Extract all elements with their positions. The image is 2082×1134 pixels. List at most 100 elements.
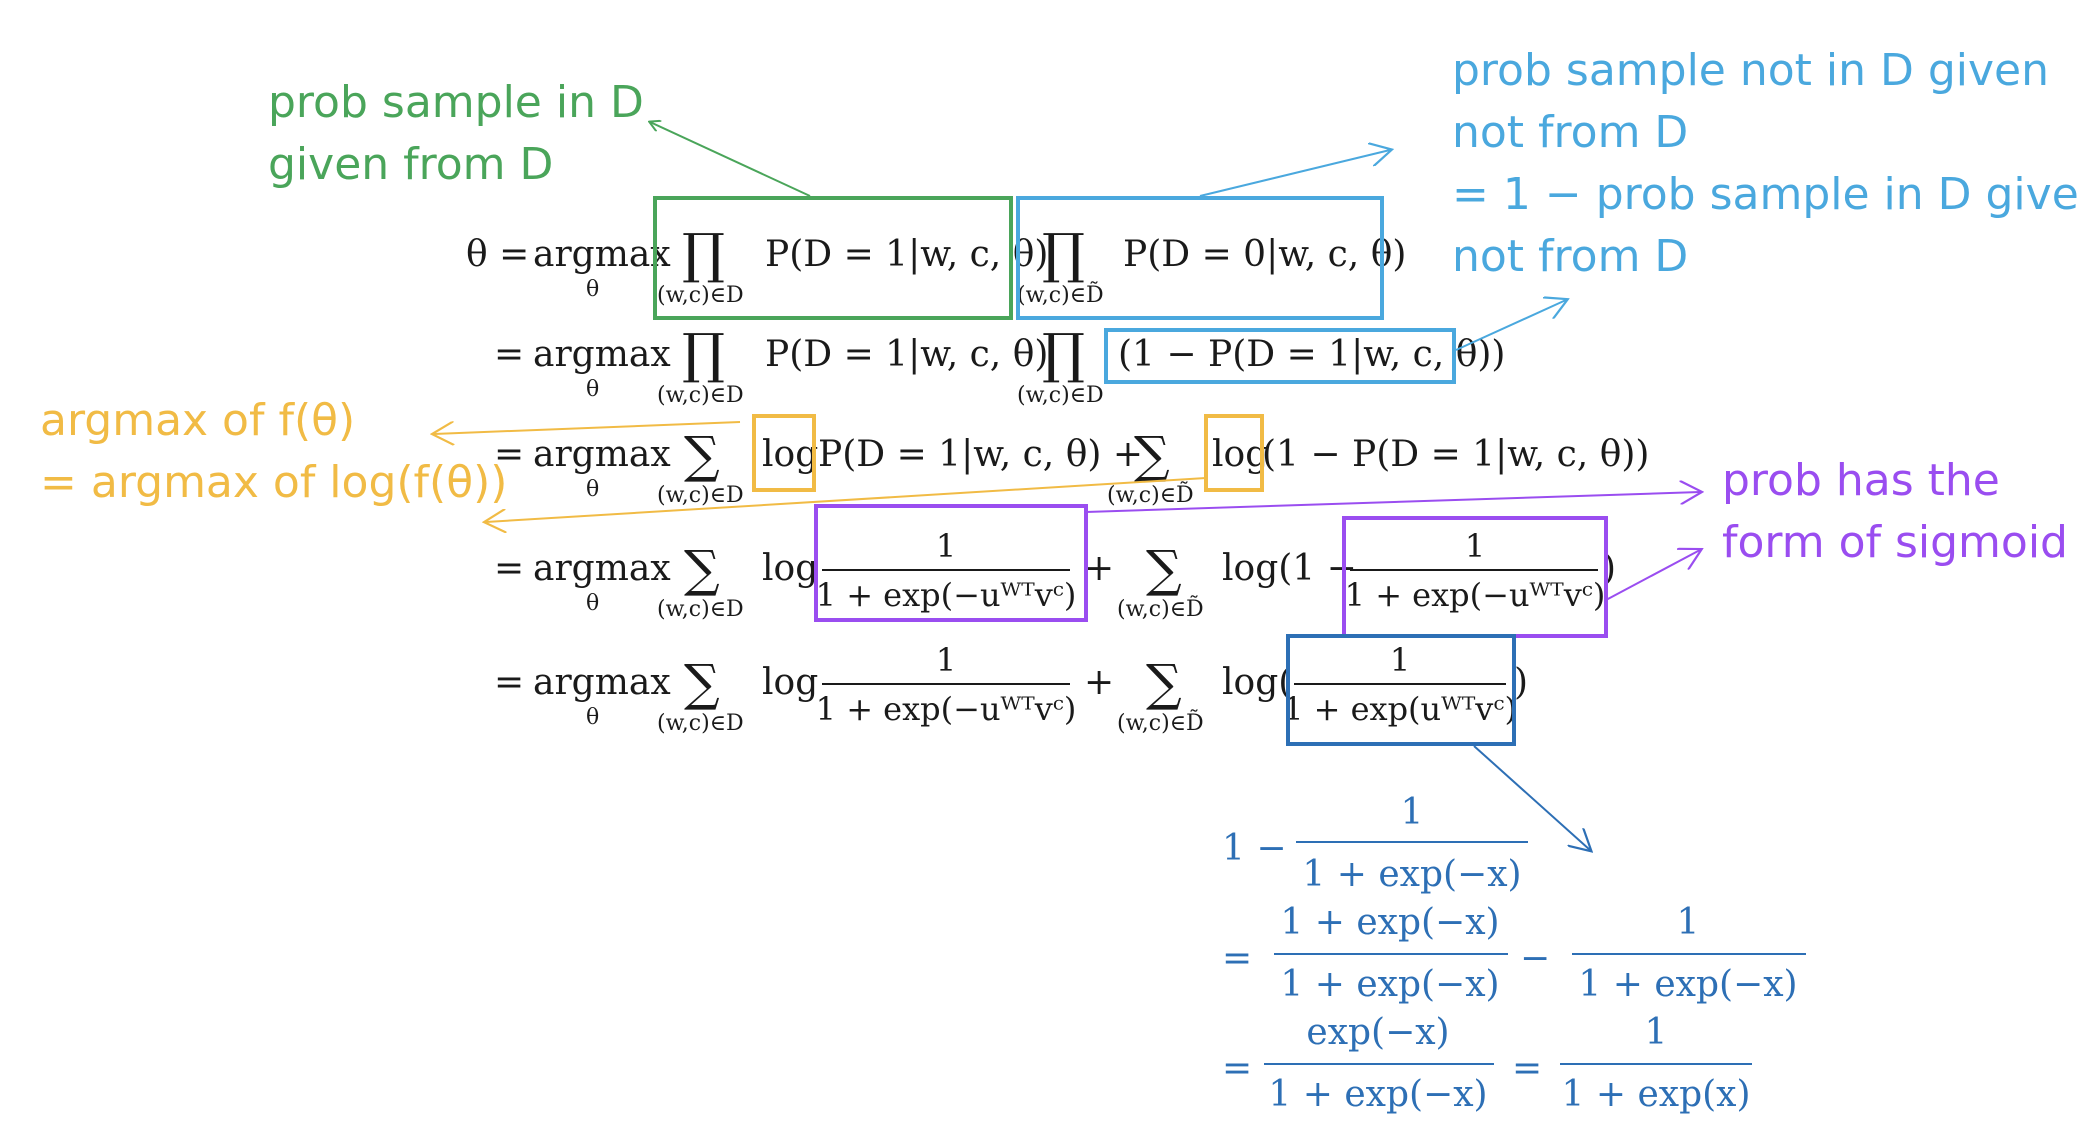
fraction-denominator: 1 + exp(−uᵂᵀvᶜ) bbox=[816, 690, 1077, 728]
sum-subscript: (w,c)∈D bbox=[657, 597, 744, 622]
row1-term2: P(D = 0|w, c, θ) bbox=[1123, 234, 1406, 275]
annotation-orange: argmax of f(θ) = argmax of log(f(θ)) bbox=[40, 390, 507, 514]
fraction-denominator: 1 + exp(uᵂᵀvᶜ) bbox=[1283, 690, 1517, 728]
row2-term2: (1 − P(D = 1|w, c, θ)) bbox=[1118, 334, 1505, 375]
derivation-equals: = bbox=[1512, 1048, 1542, 1089]
sum-symbol: ∑ bbox=[684, 426, 720, 484]
close-paren: ) bbox=[1514, 662, 1528, 703]
equation-row-3: = argmax θ ∑ (w,c)∈D log P(D = 1|w, c, θ… bbox=[494, 426, 1649, 508]
argmax-operator: argmax bbox=[533, 548, 671, 589]
annotation-purple-line-1: prob has the bbox=[1722, 455, 2000, 506]
derivation-denominator: 1 + exp(x) bbox=[1562, 1074, 1751, 1115]
green-arrow bbox=[650, 122, 811, 197]
equals-sign: = bbox=[494, 334, 524, 375]
equation-row-1: θ = argmax θ ∏ (w,c)∈D P(D = 1|w, c, θ) … bbox=[466, 222, 1406, 308]
derivation-denominator: 1 + exp(−x) bbox=[1268, 1074, 1487, 1115]
annotation-green-line-2: given from D bbox=[268, 139, 554, 190]
equals-sign: = bbox=[494, 434, 524, 475]
product-subscript: (w,c)∈D bbox=[657, 283, 744, 308]
annotation-purple: prob has the form of sigmoid bbox=[1722, 450, 2068, 574]
equation-row-5: = argmax θ ∑ (w,c)∈D log 1 1 + exp(−uᵂᵀv… bbox=[494, 641, 1528, 736]
row3-term2: (1 − P(D = 1|w, c, θ)) bbox=[1262, 434, 1649, 475]
sigmoid-derivation: 1 − 1 1 + exp(−x) = 1 + exp(−x) 1 + exp(… bbox=[1222, 792, 1806, 1115]
orange-highlight-box bbox=[1204, 414, 1264, 492]
log-term: log bbox=[762, 434, 818, 475]
theta-equals: θ = bbox=[466, 234, 529, 275]
sum-subscript: (w,c)∈D̃ bbox=[1107, 482, 1194, 508]
blue-highlight-box bbox=[1016, 196, 1384, 320]
sum-symbol: ∑ bbox=[684, 654, 720, 712]
derivation-numerator: 1 bbox=[1401, 792, 1424, 833]
argmax-operator: argmax bbox=[533, 434, 671, 475]
row2-term1: P(D = 1|w, c, θ) bbox=[765, 334, 1048, 375]
annotation-blue-line-1: prob sample not in D given bbox=[1452, 45, 2050, 96]
derivation-one-minus: 1 − bbox=[1222, 828, 1287, 869]
fraction-denominator: 1 + exp(−uᵂᵀvᶜ) bbox=[1345, 576, 1606, 614]
sum-subscript: (w,c)∈D̃ bbox=[1117, 710, 1204, 736]
sum-symbol: ∑ bbox=[1134, 426, 1170, 484]
sum-symbol: ∑ bbox=[1146, 654, 1182, 712]
argmax-operator: argmax bbox=[533, 234, 671, 275]
dark-blue-highlight-box bbox=[1286, 634, 1516, 746]
product-subscript: (w,c)∈D bbox=[657, 383, 744, 408]
sum-symbol: ∑ bbox=[1146, 540, 1182, 598]
log-term: log bbox=[1212, 434, 1268, 475]
row1-term1: P(D = 1|w, c, θ) bbox=[765, 234, 1048, 275]
sum-subscript: (w,c)∈D bbox=[657, 483, 744, 508]
sum-subscript: (w,c)∈D̃ bbox=[1117, 596, 1204, 622]
purple-arrow bbox=[1085, 492, 1700, 513]
annotation-blue-line-3: = 1 − prob sample in D given bbox=[1452, 169, 2082, 220]
green-highlight-box bbox=[653, 196, 1013, 320]
row3-term1: P(D = 1|w, c, θ) + bbox=[818, 434, 1143, 475]
log-term: log bbox=[762, 548, 818, 589]
annotation-orange-line-1: argmax of f(θ) bbox=[40, 395, 356, 446]
derivation-numerator: exp(−x) bbox=[1306, 1012, 1449, 1053]
argmax-operator: argmax bbox=[533, 334, 671, 375]
fraction-numerator: 1 bbox=[936, 641, 956, 679]
blue-arrow bbox=[1199, 150, 1390, 197]
product-symbol: ∏ bbox=[1042, 222, 1085, 285]
fraction-numerator: 1 bbox=[1465, 527, 1485, 565]
derivation-denominator: 1 + exp(−x) bbox=[1578, 964, 1797, 1005]
annotation-blue-line-2: not from D bbox=[1452, 107, 1689, 158]
equation-row-4: = argmax θ ∑ (w,c)∈D log 1 1 + exp(−uᵂᵀv… bbox=[494, 527, 1616, 622]
argmax-subscript: θ bbox=[586, 277, 599, 302]
orange-highlight-box bbox=[752, 414, 816, 492]
log-term: log bbox=[762, 662, 818, 703]
argmax-subscript: θ bbox=[586, 705, 599, 730]
derivation-denominator: 1 + exp(−x) bbox=[1302, 854, 1521, 895]
annotation-green: prob sample in D given from D bbox=[268, 72, 644, 196]
product-subscript: (w,c)∈D̃ bbox=[1017, 282, 1104, 308]
derivation-minus: − bbox=[1520, 938, 1550, 979]
purple-arrow bbox=[1605, 550, 1700, 601]
annotation-green-line-1: prob sample in D bbox=[268, 77, 644, 128]
annotation-orange-line-2: = argmax of log(f(θ)) bbox=[40, 457, 508, 508]
product-symbol: ∏ bbox=[1042, 322, 1085, 385]
log-one-minus: log(1 − bbox=[1222, 548, 1357, 589]
orange-arrow bbox=[434, 421, 741, 434]
derivation-numerator: 1 + exp(−x) bbox=[1280, 902, 1499, 943]
equals-sign: = bbox=[494, 662, 524, 703]
fraction-numerator: 1 bbox=[936, 527, 956, 565]
fraction-denominator: 1 + exp(−uᵂᵀvᶜ) bbox=[816, 576, 1077, 614]
derivation-numerator: 1 bbox=[1677, 902, 1700, 943]
blue-highlight-box-row2 bbox=[1104, 328, 1456, 384]
annotation-blue-line-4: not from D bbox=[1452, 231, 1689, 282]
sum-symbol: ∑ bbox=[684, 540, 720, 598]
purple-highlight-box bbox=[814, 504, 1088, 622]
derivation-equals: = bbox=[1222, 938, 1252, 979]
dark-blue-arrow bbox=[1473, 745, 1590, 850]
equation-row-2: = argmax θ ∏ (w,c)∈D P(D = 1|w, c, θ) ∏ … bbox=[494, 322, 1505, 408]
annotation-blue: prob sample not in D given not from D = … bbox=[1452, 40, 2082, 288]
product-symbol: ∏ bbox=[682, 322, 725, 385]
log-paren: log( bbox=[1222, 662, 1292, 703]
orange-arrow bbox=[486, 477, 1207, 522]
derivation-denominator: 1 + exp(−x) bbox=[1280, 964, 1499, 1005]
derivation-equals: = bbox=[1222, 1048, 1252, 1089]
equals-sign: = bbox=[494, 548, 524, 589]
argmax-subscript: θ bbox=[586, 377, 599, 402]
plus-sign: + bbox=[1084, 548, 1114, 589]
argmax-subscript: θ bbox=[586, 477, 599, 502]
annotation-purple-line-2: form of sigmoid bbox=[1722, 517, 2068, 568]
